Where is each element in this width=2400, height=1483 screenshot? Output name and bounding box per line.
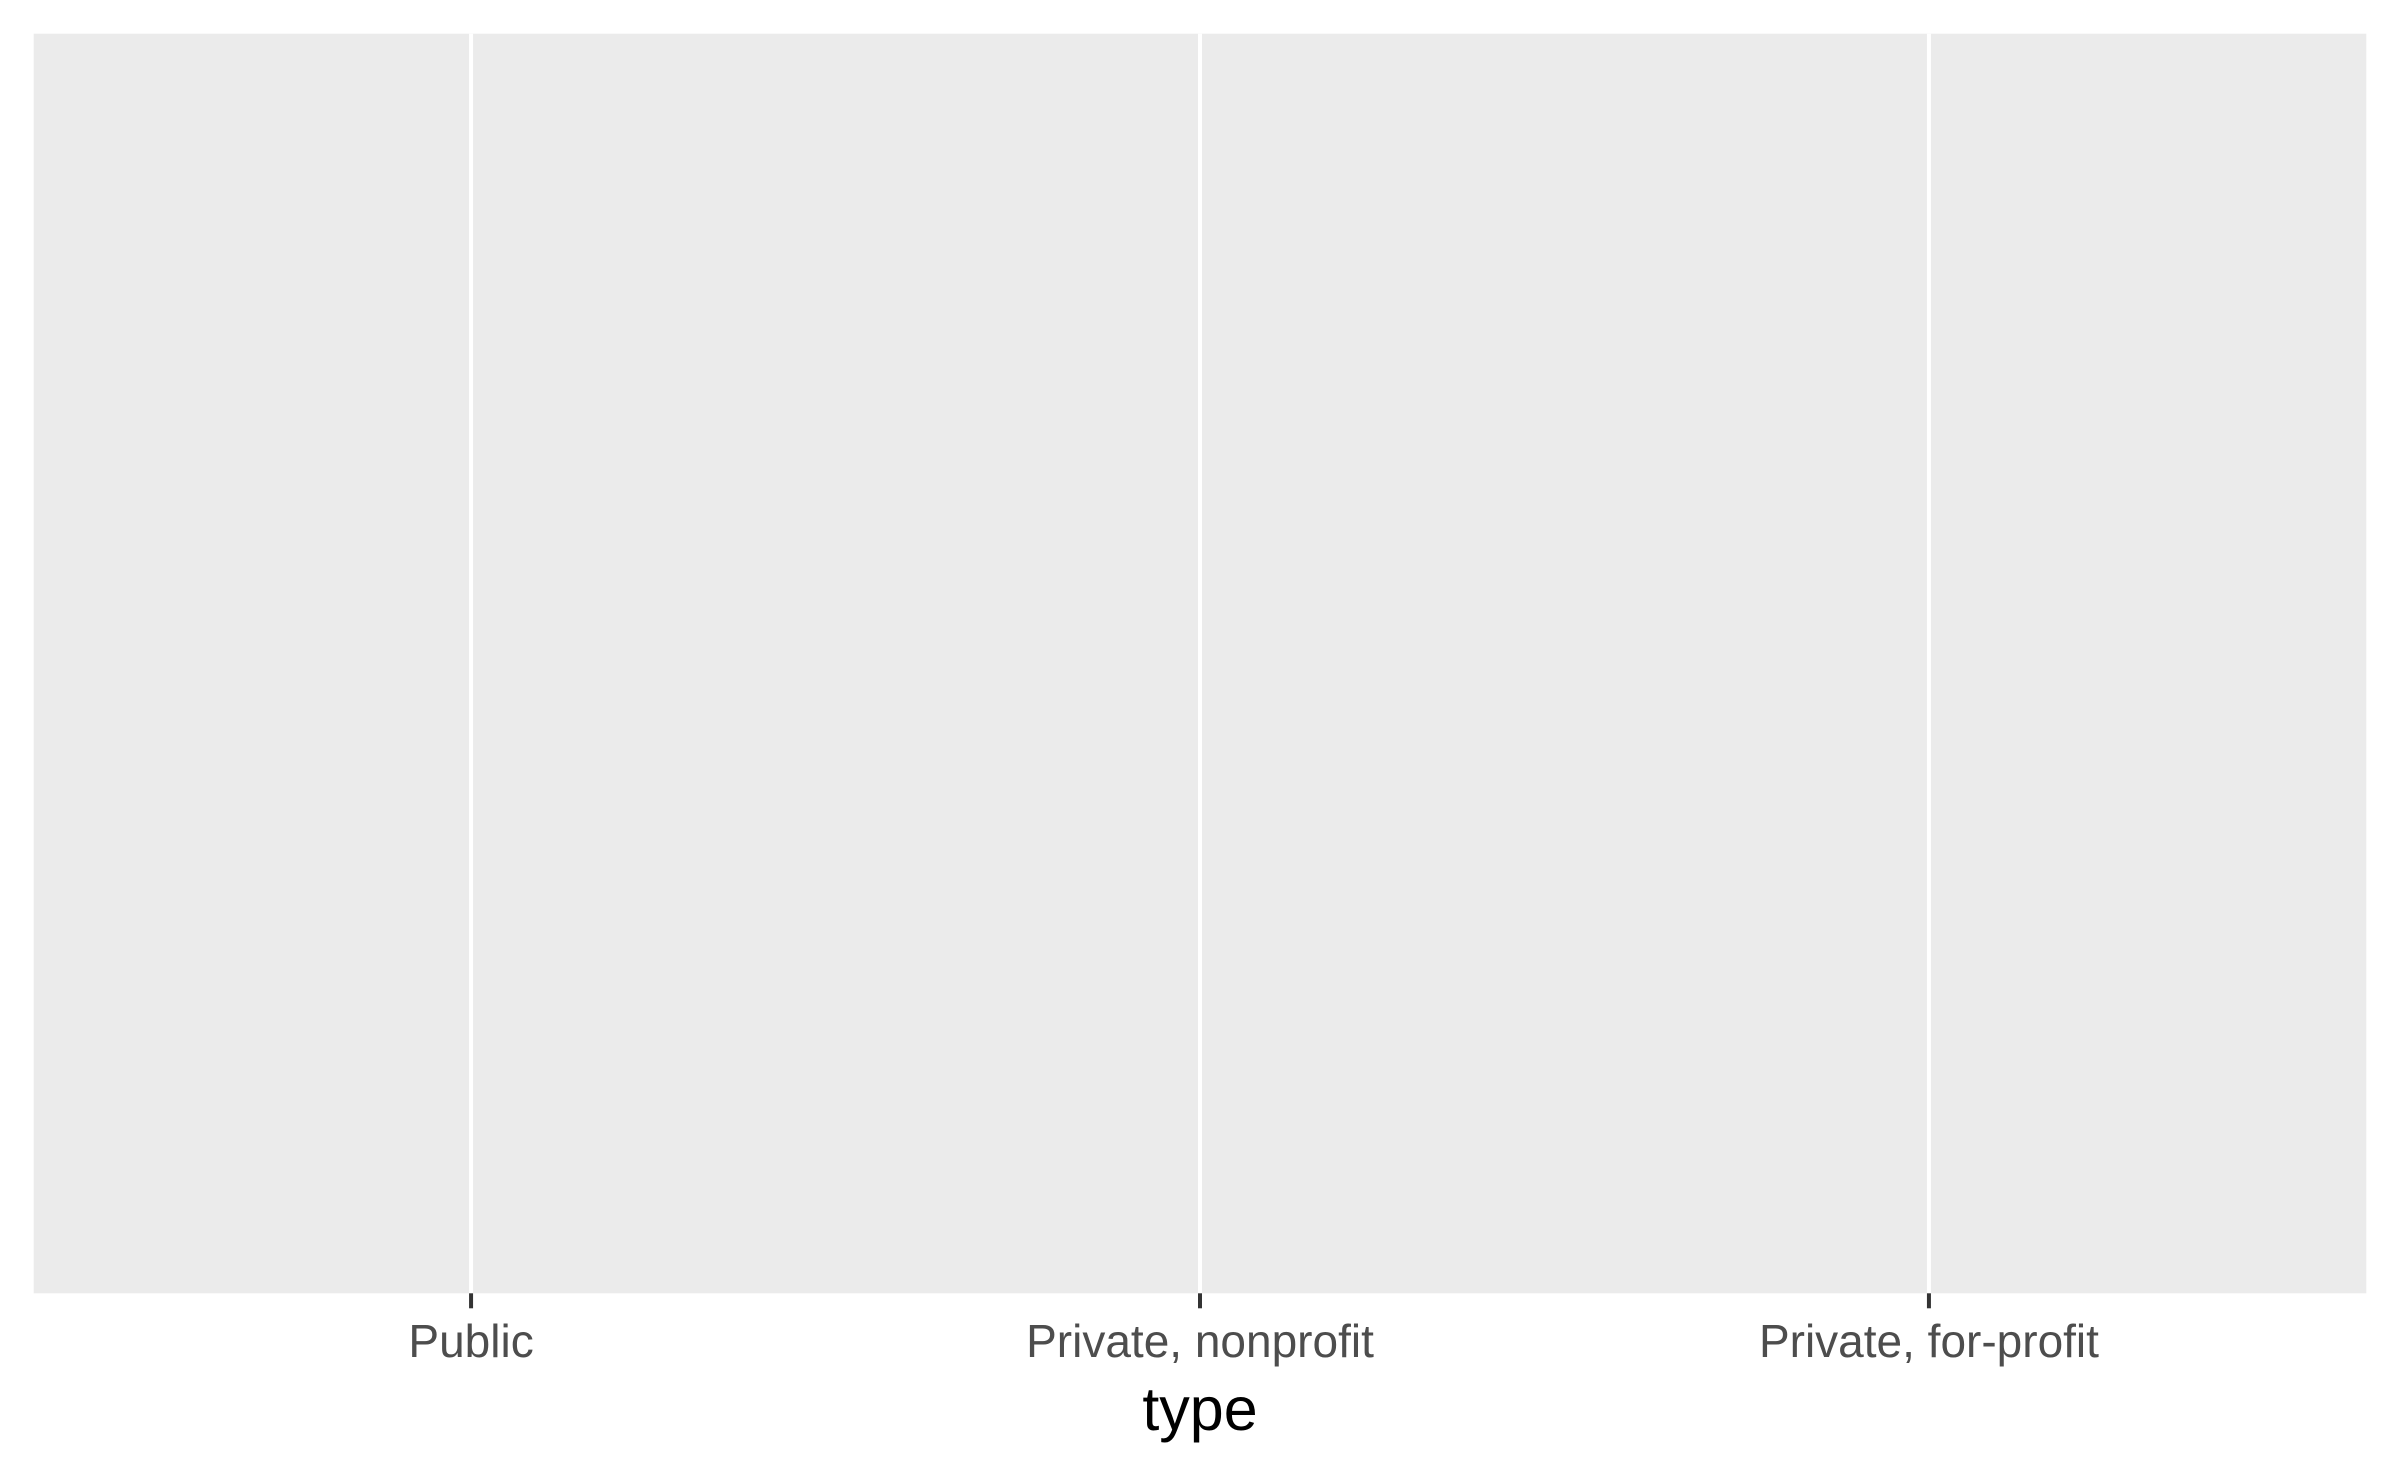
- x-tick-label: Public: [408, 1315, 533, 1367]
- x-axis-title: type: [1142, 1375, 1257, 1443]
- x-tick-label: Private, nonprofit: [1026, 1315, 1374, 1367]
- x-tick-label: Private, for-profit: [1759, 1315, 2099, 1367]
